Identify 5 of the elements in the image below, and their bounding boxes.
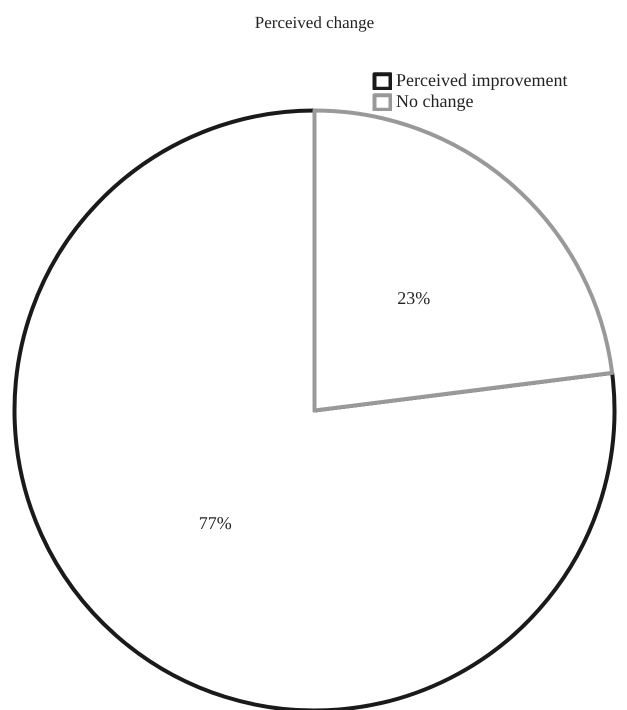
chart-title: Perceived change	[254, 13, 374, 32]
legend-label: Perceived improvement	[396, 70, 568, 91]
legend-label: No change	[396, 91, 474, 112]
data-label: 23%	[397, 288, 430, 308]
data-label: 77%	[198, 513, 232, 534]
